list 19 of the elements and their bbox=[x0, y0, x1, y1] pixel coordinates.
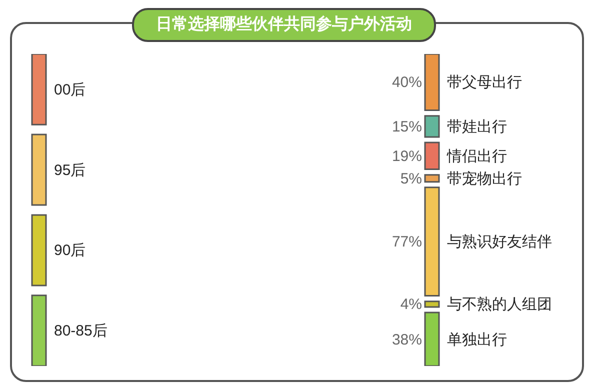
category-label: 带父母出行 bbox=[447, 74, 522, 92]
data-label: 77% bbox=[392, 234, 422, 251]
data-label: 4% bbox=[400, 296, 422, 314]
category-label: 与熟识好友结伴 bbox=[447, 234, 552, 251]
category-label: 单独出行 bbox=[447, 331, 507, 348]
data-label: 15% bbox=[392, 118, 422, 136]
category-label: 带娃出行 bbox=[447, 118, 507, 136]
data-label: 19% bbox=[392, 148, 422, 165]
category-label: 90后 bbox=[54, 242, 86, 260]
data-label: 40% bbox=[392, 74, 422, 92]
category-label: 情侣出行 bbox=[446, 148, 507, 165]
category-label: 95后 bbox=[54, 162, 86, 179]
data-label: 38% bbox=[392, 331, 422, 348]
category-label: 00后 bbox=[54, 81, 86, 98]
category-label: 与不熟的人组团 bbox=[447, 296, 552, 314]
category-label: 带宠物出行 bbox=[447, 170, 522, 188]
category-label: 80-85后 bbox=[54, 322, 108, 340]
data-label: 5% bbox=[400, 170, 422, 188]
text: 日常选择哪些伙伴共同参与户外活动 bbox=[132, 8, 436, 42]
